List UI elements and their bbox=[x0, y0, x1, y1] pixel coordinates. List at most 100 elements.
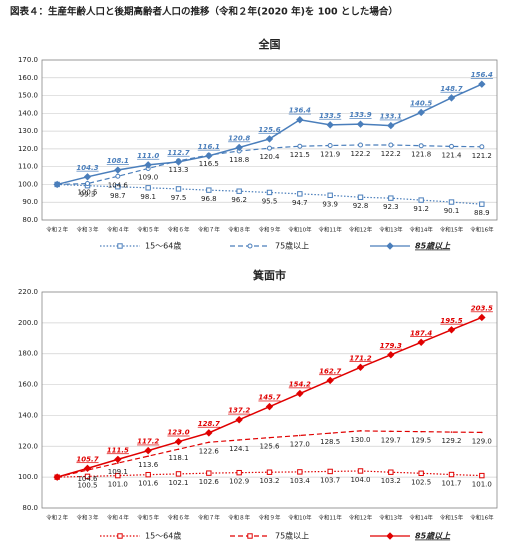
data-label: 136.4 bbox=[289, 107, 311, 115]
data-label: 113.3 bbox=[168, 166, 188, 174]
data-label: 97.5 bbox=[171, 194, 187, 202]
point bbox=[115, 472, 121, 479]
data-label: 100.5 bbox=[77, 189, 97, 197]
x-tick-label: 令和11年 bbox=[318, 226, 342, 234]
legend-label: 15～64歳 bbox=[145, 531, 181, 541]
data-label: 103.2 bbox=[381, 477, 401, 485]
x-tick-label: 令和14年 bbox=[409, 514, 433, 522]
point bbox=[265, 135, 274, 143]
x-tick-label: 令和９年 bbox=[258, 226, 281, 234]
point bbox=[235, 143, 243, 152]
point bbox=[236, 469, 242, 476]
x-tick-label: 令和４年 bbox=[107, 226, 130, 234]
point bbox=[175, 471, 182, 477]
x-tick-label: 令和２年 bbox=[46, 514, 69, 522]
point bbox=[236, 188, 242, 194]
x-tick-label: 令和15年 bbox=[440, 226, 464, 234]
data-label: 105.7 bbox=[76, 455, 98, 463]
data-label: 154.2 bbox=[289, 381, 311, 389]
data-label: 92.3 bbox=[383, 203, 399, 211]
x-tick-label: 令和16年 bbox=[470, 226, 494, 234]
data-label: 102.9 bbox=[229, 478, 249, 486]
y-tick-label: 80.0 bbox=[22, 504, 38, 512]
point bbox=[144, 161, 152, 169]
data-label: 103.4 bbox=[290, 477, 311, 485]
data-label: 121.8 bbox=[411, 151, 431, 159]
data-label: 118.8 bbox=[229, 156, 249, 164]
data-label: 91.2 bbox=[413, 205, 429, 213]
data-label: 129.2 bbox=[441, 437, 461, 445]
data-label: 129.5 bbox=[411, 437, 431, 445]
data-label: 104.0 bbox=[350, 476, 370, 484]
data-label: 122.2 bbox=[350, 150, 370, 158]
data-label: 140.5 bbox=[410, 99, 432, 107]
x-tick-label: 令和13年 bbox=[379, 226, 403, 234]
data-label: 96.8 bbox=[201, 195, 217, 203]
data-label: 125.6 bbox=[259, 443, 280, 451]
point bbox=[299, 434, 301, 437]
x-tick-label: 令和12年 bbox=[349, 514, 373, 522]
point bbox=[238, 439, 240, 441]
point bbox=[388, 142, 394, 148]
point bbox=[479, 201, 485, 207]
y-tick-label: 180.0 bbox=[18, 350, 38, 358]
x-tick-label: 令和６年 bbox=[167, 514, 190, 522]
data-label: 117.2 bbox=[137, 438, 159, 446]
y-tick-label: 170.0 bbox=[18, 56, 38, 64]
x-tick-label: 令和８年 bbox=[228, 226, 251, 234]
plot-frame bbox=[41, 59, 498, 221]
data-label: 112.7 bbox=[167, 149, 189, 157]
point bbox=[267, 145, 272, 151]
point bbox=[208, 441, 210, 444]
point bbox=[417, 108, 425, 117]
data-label: 103.2 bbox=[259, 477, 279, 485]
x-tick-label: 令和５年 bbox=[137, 514, 160, 522]
data-label: 93.9 bbox=[322, 200, 338, 208]
data-label: 129.7 bbox=[381, 436, 401, 444]
plot-frame bbox=[41, 291, 498, 509]
point bbox=[326, 376, 334, 385]
data-label: 179.3 bbox=[380, 342, 402, 350]
point bbox=[417, 338, 425, 347]
point bbox=[53, 180, 61, 189]
x-tick-label: 令和４年 bbox=[107, 514, 130, 522]
data-label: 120.4 bbox=[259, 153, 280, 161]
legend-label: 85歳以上 bbox=[415, 242, 451, 251]
data-label: 118.1 bbox=[168, 454, 188, 462]
y-tick-label: 160.0 bbox=[18, 381, 38, 389]
data-label: 122.2 bbox=[381, 150, 401, 158]
x-tick-label: 令和９年 bbox=[258, 514, 281, 522]
data-label: 203.5 bbox=[471, 304, 493, 312]
point bbox=[448, 471, 455, 478]
data-label: 120.8 bbox=[228, 134, 250, 142]
x-tick-label: 令和７年 bbox=[198, 514, 221, 522]
y-tick-label: 80.0 bbox=[22, 216, 38, 224]
data-label: 100.5 bbox=[77, 481, 97, 489]
x-tick-label: 令和８年 bbox=[228, 514, 251, 522]
data-label: 116.5 bbox=[199, 160, 219, 168]
legend-label: 15～64歳 bbox=[145, 241, 181, 251]
data-label: 111.5 bbox=[107, 446, 129, 454]
y-tick-label: 100.0 bbox=[18, 473, 38, 481]
point bbox=[356, 363, 365, 371]
point bbox=[358, 142, 363, 148]
data-label: 96.2 bbox=[231, 196, 247, 204]
y-tick-label: 150.0 bbox=[18, 92, 38, 100]
data-label: 124.1 bbox=[229, 445, 249, 453]
legend-label: 75歳以上 bbox=[275, 531, 309, 541]
legend-marker bbox=[386, 242, 394, 250]
point bbox=[265, 402, 274, 411]
point bbox=[297, 143, 303, 149]
point bbox=[450, 431, 453, 433]
data-label: 113.6 bbox=[138, 461, 159, 469]
data-label: 116.1 bbox=[198, 143, 220, 151]
data-label: 101.0 bbox=[472, 481, 492, 489]
point bbox=[268, 436, 271, 439]
point bbox=[388, 469, 394, 475]
point bbox=[266, 189, 273, 196]
x-tick-label: 令和５年 bbox=[137, 226, 160, 234]
point bbox=[326, 121, 334, 129]
point bbox=[478, 80, 486, 88]
point bbox=[114, 455, 122, 464]
point bbox=[449, 143, 454, 149]
